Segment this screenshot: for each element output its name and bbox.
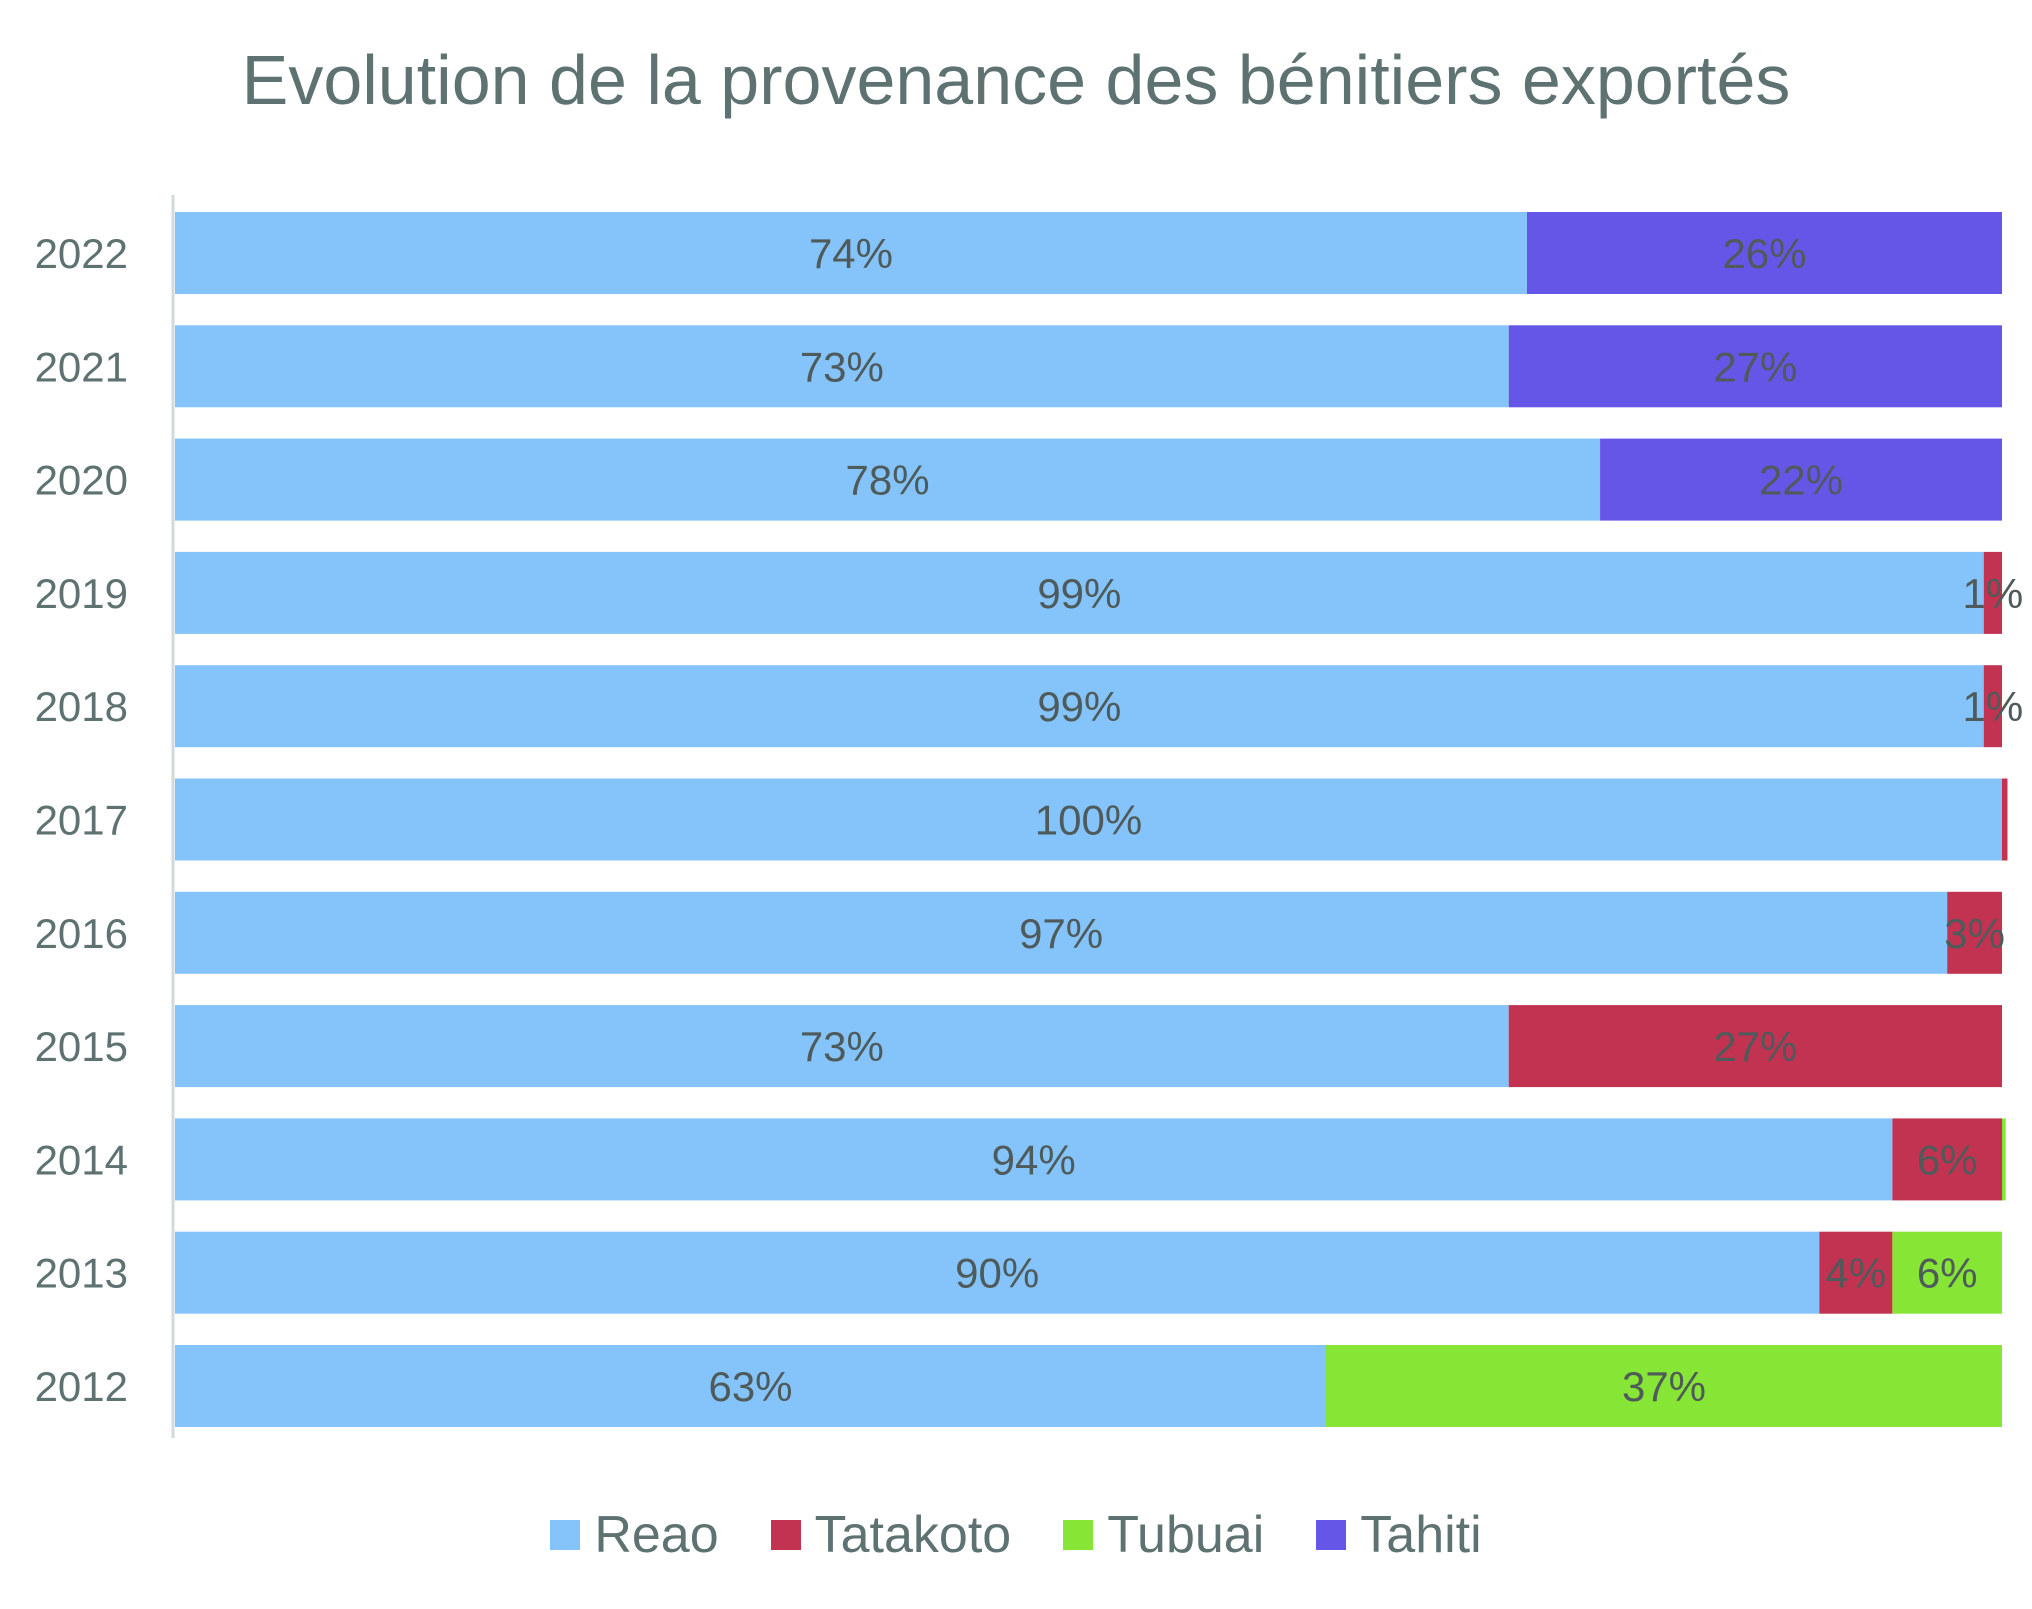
data-label-tatakoto-2013: 4% [1825, 1250, 1886, 1297]
bar-reao-2020 [175, 438, 1601, 521]
value-labels: 74% 26% 73% 27% 78% 22% 99% 1% 99% 1% 100% 97% 3% 73%… [708, 230, 2023, 1410]
data-label-reao-2021: 73% [800, 343, 884, 390]
bar-tatakoto-2015 [1508, 1005, 2002, 1088]
bar-reao-2016 [175, 891, 1948, 974]
bar-tubuai-2012 [1326, 1345, 2002, 1427]
data-label-tahiti-2020: 22% [1759, 457, 1843, 504]
category-label-2016: 2016 [35, 910, 128, 957]
bar-reao-2015 [175, 1005, 1509, 1088]
category-label-2015: 2015 [35, 1023, 128, 1070]
data-label-reao-2017: 100% [1035, 797, 1142, 844]
category-label-2013: 2013 [35, 1250, 128, 1297]
legend-item-tubuai: Tubuai [1063, 1505, 1264, 1565]
category-label-2018: 2018 [35, 683, 128, 730]
legend-label-tatakoto: Tatakoto [814, 1506, 1012, 1564]
data-label-reao-2022: 74% [809, 230, 893, 277]
legend-swatch-tatakoto [770, 1520, 801, 1550]
bar-reao-2021 [175, 325, 1509, 408]
legend-swatch-tubuai [1063, 1520, 1094, 1550]
bar-reao-2019 [175, 551, 1984, 634]
bar-reao-2018 [175, 665, 1984, 748]
category-label-2017: 2017 [35, 797, 128, 844]
bar-reao-2014 [175, 1118, 1893, 1201]
bar-reao-2013 [175, 1231, 1820, 1314]
legend-label-reao: Reao [594, 1506, 719, 1564]
data-label-tahiti-2021: 27% [1713, 343, 1797, 390]
bar-tatakoto-2016 [1947, 891, 2002, 974]
data-label-reao-2019: 99% [1037, 570, 1121, 617]
bar-tubuai-2013 [1892, 1231, 2002, 1314]
data-label-reao-2015: 73% [800, 1023, 884, 1070]
bar-tatakoto-2018 [1983, 665, 2002, 748]
bar-reao-2012 [175, 1345, 1327, 1427]
data-label-tatakoto-2014: 6% [1917, 1136, 1978, 1183]
data-label-tahiti-2022: 26% [1722, 230, 1806, 277]
category-label-2012: 2012 [35, 1363, 128, 1410]
data-label-reao-2020: 78% [845, 457, 929, 504]
data-label-tubuai-2012: 37% [1622, 1363, 1706, 1410]
category-label-2022: 2022 [35, 230, 128, 277]
bar-tubuai-2014 [2002, 1118, 2006, 1201]
bar-tatakoto-2013 [1819, 1231, 1893, 1314]
data-label-tatakoto-2019: 1% [1963, 570, 2024, 617]
legend-label-tahiti: Tahiti [1360, 1506, 1482, 1564]
data-label-reao-2014: 94% [992, 1136, 1076, 1183]
bar-reao-2017 [175, 778, 2002, 861]
data-label-reao-2018: 99% [1037, 683, 1121, 730]
chart-title: Evolution de la provenance des bénitiers… [241, 41, 1791, 119]
category-labels: 2022 2021 2020 2019 2018 2017 2016 2015 2014 2013… [35, 230, 128, 1410]
bar-tatakoto-2019 [1983, 551, 2002, 634]
data-label-reao-2016: 97% [1019, 910, 1103, 957]
bar-tahiti-2021 [1508, 325, 2002, 408]
bar-tahiti-2020 [1600, 438, 2002, 521]
category-label-2019: 2019 [35, 570, 128, 617]
bars-layer [175, 212, 2008, 1427]
bar-tahiti-2022 [1526, 212, 2002, 294]
category-label-2014: 2014 [35, 1136, 128, 1183]
legend-item-reao: Reao [550, 1505, 719, 1565]
data-label-tubuai-2013: 6% [1917, 1250, 1978, 1297]
legend: Reao Tatakoto Tubuai Tahiti [0, 1505, 2032, 1565]
legend-swatch-tahiti [1316, 1520, 1347, 1550]
category-label-2021: 2021 [35, 343, 128, 390]
data-label-reao-2012: 63% [708, 1363, 792, 1410]
bar-tatakoto-2014 [1892, 1118, 2002, 1201]
data-label-tatakoto-2016: 3% [1944, 910, 2005, 957]
bar-reao-2022 [175, 212, 1527, 294]
legend-item-tahiti: Tahiti [1316, 1505, 1482, 1565]
data-label-tatakoto-2015: 27% [1713, 1023, 1797, 1070]
data-label-reao-2013: 90% [955, 1250, 1039, 1297]
data-label-tatakoto-2018: 1% [1963, 683, 2024, 730]
legend-label-tubuai: Tubuai [1107, 1506, 1265, 1564]
bar-tatakoto-2017 [2002, 778, 2008, 861]
category-label-2020: 2020 [35, 457, 128, 504]
legend-swatch-reao [550, 1520, 581, 1550]
legend-item-tatakoto: Tatakoto [770, 1505, 1012, 1565]
